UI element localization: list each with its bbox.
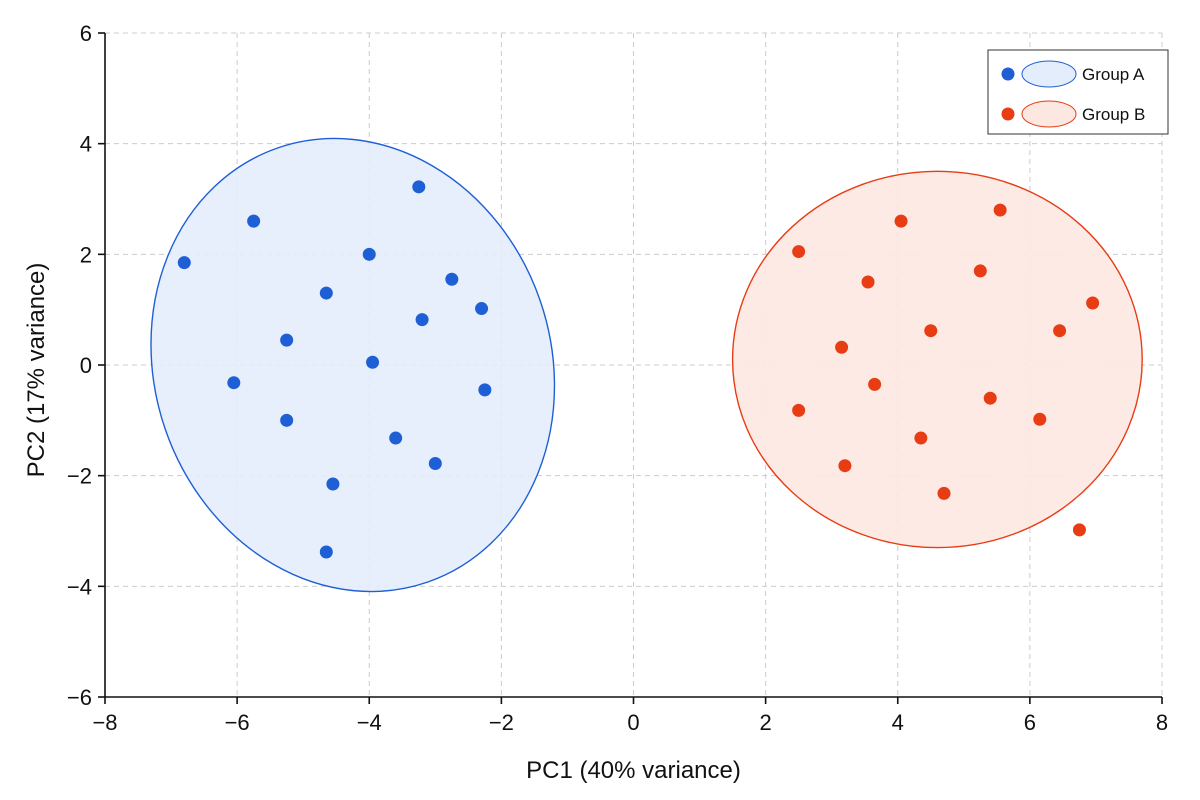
data-point-group-b [868,377,882,391]
x-tick-label: 6 [1024,710,1036,735]
data-point-group-b [861,275,875,289]
data-point-group-b [792,245,806,259]
x-tick-label: 8 [1156,710,1168,735]
confidence-ellipse-group-b [731,170,1143,549]
data-point-group-b [1072,523,1086,537]
data-point-group-a [366,355,380,369]
data-point-group-b [1053,324,1067,338]
data-point-group-b [914,431,928,445]
legend-item-group-b: Group B [1001,100,1145,128]
x-tick-label: −2 [489,710,514,735]
x-tick-label: −6 [225,710,250,735]
data-point-group-a [177,256,191,270]
x-tick-label: −8 [92,710,117,735]
data-point-group-b [792,403,806,417]
data-point-group-a [362,247,376,261]
data-point-group-b [838,459,852,473]
data-point-group-a [412,180,426,194]
data-point-group-a [280,413,294,427]
data-point-group-a [445,272,459,286]
x-tick-label: 4 [892,710,904,735]
data-point-group-a [478,383,492,397]
legend-marker [1001,67,1015,81]
legend-ellipse-swatch [1021,60,1077,88]
legend-marker [1001,107,1015,121]
data-point-group-b [983,391,997,405]
data-point-group-b [1033,412,1047,426]
confidence-ellipses [150,137,1143,593]
data-point-group-a [415,313,429,327]
legend-ellipse-swatch [1021,100,1077,128]
data-point-group-b [993,203,1007,217]
x-tick-label: −4 [357,710,382,735]
data-point-group-a [319,545,333,559]
data-point-group-a [389,431,403,445]
data-point-group-b [835,340,849,354]
data-point-group-b [1086,296,1100,310]
y-tick-label: −2 [67,464,92,489]
legend-item-group-a: Group A [1001,60,1145,88]
data-point-group-a [428,456,442,470]
legend-box [987,49,1169,135]
data-points [177,180,1100,559]
x-tick-label: 2 [760,710,772,735]
data-point-group-a [227,376,241,390]
data-point-group-a [326,477,340,491]
x-tick-label: 0 [627,710,639,735]
data-point-group-a [475,302,489,316]
y-tick-label: −6 [67,685,92,710]
data-point-group-b [973,264,987,278]
y-tick-label: 0 [80,353,92,378]
y-tick-label: −4 [67,574,92,599]
legend: Group A Group B [987,49,1169,135]
data-point-group-a [247,214,261,228]
y-axis-title: PC2 (17% variance) [23,263,50,478]
y-tick-label: 2 [80,242,92,267]
data-point-group-a [280,333,294,347]
legend-label: Group A [1082,65,1145,84]
data-point-group-b [894,214,908,228]
x-axis-title: PC1 (40% variance) [526,757,741,784]
data-point-group-b [924,324,938,338]
y-tick-label: 6 [80,21,92,46]
confidence-ellipse-group-a [150,137,556,593]
y-tick-label: 4 [80,132,92,157]
legend-label: Group B [1082,105,1145,124]
data-point-group-b [937,486,951,500]
data-point-group-a [319,286,333,300]
